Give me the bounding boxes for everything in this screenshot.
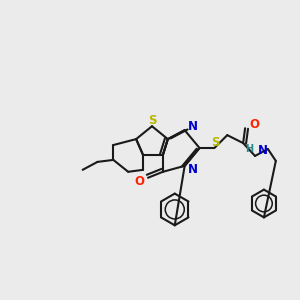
Text: O: O bbox=[249, 118, 259, 131]
Text: N: N bbox=[188, 163, 198, 176]
Text: N: N bbox=[258, 143, 268, 157]
Text: S: S bbox=[148, 114, 156, 127]
Text: N: N bbox=[188, 120, 198, 133]
Text: S: S bbox=[211, 136, 220, 148]
Text: O: O bbox=[134, 175, 144, 188]
Text: H: H bbox=[245, 144, 253, 154]
